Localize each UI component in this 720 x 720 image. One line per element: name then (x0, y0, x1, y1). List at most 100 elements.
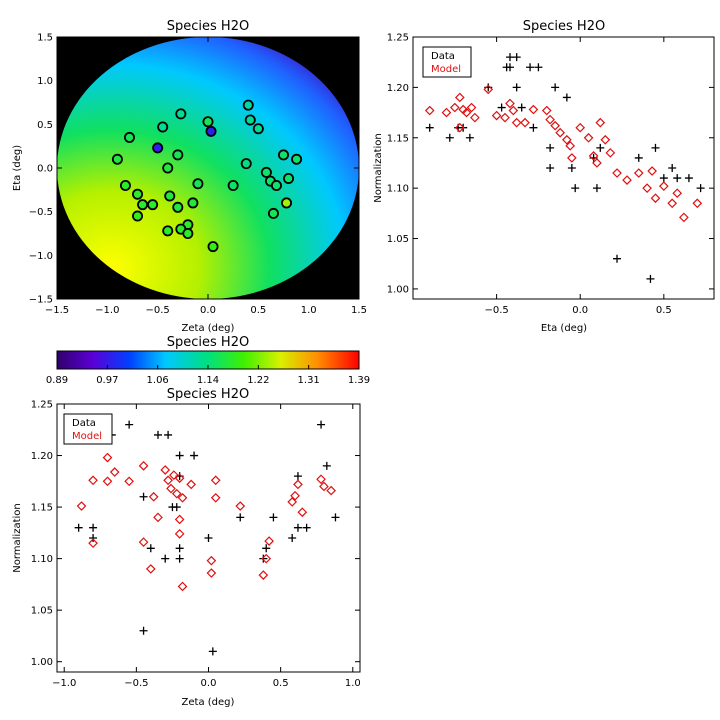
map-xtick-label: 0.0 (200, 305, 216, 316)
zeta-model-point (290, 490, 300, 501)
zeta-data-point (269, 513, 278, 522)
zeta-ytick-label: 1.15 (31, 503, 53, 514)
eta-data-point (673, 174, 682, 183)
zeta-model-point (88, 475, 98, 486)
eta-model-point (550, 120, 560, 131)
eta-model-point (528, 104, 539, 115)
eta-model-point (672, 188, 683, 199)
eta-data-point (592, 184, 601, 193)
zeta-xtick-label: 1.0 (345, 678, 361, 689)
zeta-model-point (174, 473, 185, 484)
eta-model-point (466, 102, 477, 113)
eta-ylabel: Normalization (373, 133, 384, 203)
zeta-model-point (261, 553, 272, 564)
eta-model-point (612, 168, 622, 178)
map-ticks: −1.5 −1.0 −0.5 0.0 0.5 1.0 1.5 −1.5 −1.0 −0.5 0.0 0… (29, 33, 367, 317)
zeta-data-point (154, 430, 162, 439)
zeta-data-point (161, 554, 170, 563)
zeta-data-point (293, 523, 302, 532)
zeta-model-point (124, 476, 134, 487)
map-point (244, 114, 256, 126)
eta-panel: Species H2O −0.5 0.0 0.5 1.00 1.05 1.10 1.15 1.… (373, 19, 715, 334)
zeta-data-point (125, 420, 134, 429)
zeta-model-point (169, 470, 179, 480)
zeta-data-point (139, 492, 148, 501)
colorbar-ticks: 0.89 0.97 1.06 1.14 1.22 1.31 1.39 (46, 365, 370, 386)
zeta-xlabel: Zeta (deg) (182, 697, 235, 708)
eta-model-point (622, 175, 632, 185)
map-point (175, 108, 187, 120)
eta-model-point (520, 117, 530, 128)
eta-data-point (465, 133, 474, 142)
eta-ytick-label: 1.00 (387, 284, 409, 295)
eta-data-point (512, 53, 521, 62)
eta-model-point (605, 148, 616, 158)
eta-ticks: −0.5 0.0 0.5 1.00 1.05 1.10 1.15 1.20 1.25 (387, 33, 714, 316)
eta-data-point (613, 254, 622, 263)
zeta-model-point (258, 570, 269, 580)
eta-xtick-label: 0.5 (656, 305, 672, 316)
zeta-model-point (186, 479, 197, 490)
zeta-model-point (177, 581, 188, 592)
eta-model-point (647, 166, 657, 176)
zeta-ytick-label: 1.00 (31, 657, 53, 668)
zeta-model-point (206, 568, 217, 578)
zeta-model-point (297, 507, 308, 518)
eta-data-point (634, 153, 643, 162)
map-point (252, 123, 264, 135)
zeta-xtick-label: 0.5 (273, 678, 289, 689)
eta-model-point (555, 127, 566, 138)
zeta-data-point (204, 534, 213, 542)
map-point (119, 179, 131, 191)
eta-ytick-label: 1.05 (387, 234, 409, 245)
zeta-model-point (210, 475, 221, 486)
zeta-panel: Species H2O −1.0 −0.5 0.0 0.5 1.0 1.00 1.05 1.1… (12, 387, 361, 708)
eta-xtick-label: 0.0 (572, 305, 588, 316)
eta-data-point (567, 164, 576, 172)
eta-model-point (565, 140, 576, 151)
map-point (162, 225, 174, 237)
eta-model-point (633, 168, 644, 178)
eta-data-point (668, 164, 677, 172)
zeta-model-point (293, 479, 303, 490)
zeta-model-point (264, 536, 274, 546)
zeta-xtick-label: −1.0 (52, 678, 76, 689)
eta-frame (412, 36, 715, 300)
map-disk (57, 37, 359, 299)
zeta-data-point (322, 461, 331, 470)
map-ytick-label: 1.5 (37, 33, 53, 44)
zeta-legend: Data Model (63, 413, 113, 445)
map-point (281, 197, 293, 209)
map-points (111, 99, 303, 253)
eta-model-point (483, 84, 494, 95)
map-point (291, 153, 303, 165)
map-point (123, 131, 135, 143)
map-point (267, 207, 279, 219)
eta-model-point (441, 107, 452, 118)
zeta-model-point (145, 564, 156, 574)
zeta-model-point (138, 537, 149, 547)
eta-data-point (551, 83, 560, 92)
zeta-model-point (210, 492, 221, 503)
zeta-model-point (316, 474, 326, 485)
eta-points (424, 53, 705, 283)
eta-data-point (505, 63, 514, 72)
eta-model-point (454, 92, 465, 103)
eta-title: Species H2O (523, 19, 605, 34)
map-point (157, 121, 169, 133)
zeta-ytick-label: 1.25 (31, 400, 53, 411)
eta-model-point (642, 183, 652, 194)
eta-model-point (692, 198, 703, 209)
zeta-model-point (319, 481, 329, 492)
eta-data-point (517, 103, 526, 112)
map-ytick-label: −0.5 (29, 207, 53, 218)
eta-legend-box (422, 46, 472, 78)
colorbar-tick-label: 1.22 (247, 375, 269, 386)
eta-model-point (575, 122, 586, 133)
zeta-title: Species H2O (167, 387, 249, 402)
eta-model-point (600, 134, 611, 145)
map-point (187, 197, 199, 209)
eta-data-point (651, 143, 660, 152)
zeta-model-point (174, 529, 185, 539)
eta-model-point (679, 212, 689, 223)
